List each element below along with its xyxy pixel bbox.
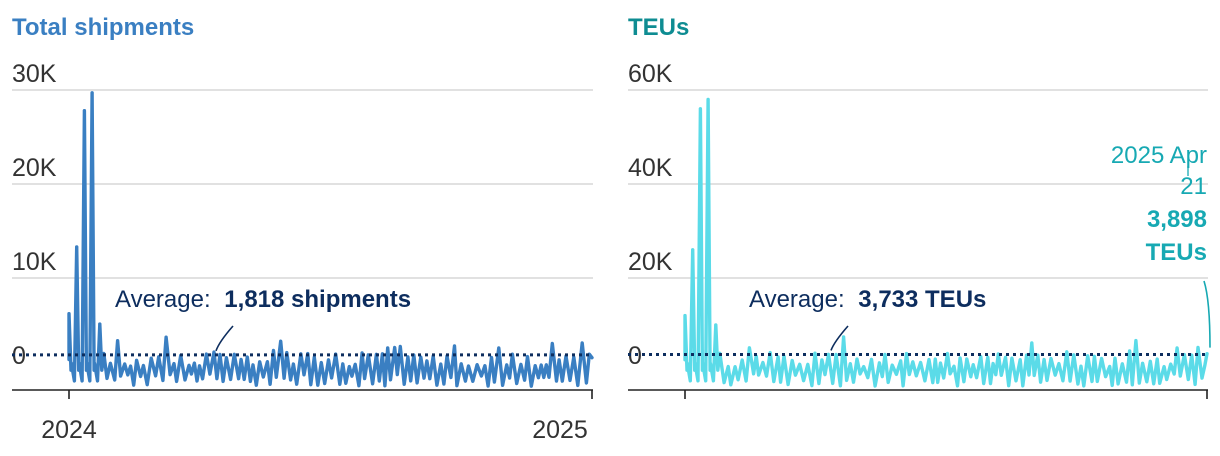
data-point: [90, 91, 94, 95]
annotation-date: 21: [1180, 173, 1207, 200]
x-tick-label: 2024: [41, 416, 97, 444]
series-line: [683, 97, 1209, 388]
data-point: [691, 248, 695, 252]
y-tick-label: 20K: [628, 248, 673, 276]
annotation-date: 2025 Apr: [1111, 142, 1207, 169]
average-value-label: 1,818 shipments: [224, 286, 411, 313]
annotation-unit: TEUs: [1146, 239, 1207, 266]
y-tick-label: 0: [12, 342, 26, 370]
annotation-value: 3,898: [1147, 206, 1207, 233]
data-point: [75, 245, 79, 249]
y-tick-label: 30K: [12, 60, 57, 88]
y-tick-label: 60K: [628, 60, 673, 88]
y-tick-label: 0: [628, 342, 642, 370]
data-point: [683, 314, 687, 318]
chart-title: Total shipments: [12, 14, 194, 41]
y-tick-label: 10K: [12, 248, 57, 276]
y-tick-label: 20K: [12, 154, 57, 182]
chart-panel-1: Total shipments 0 10K 20K 30K 2024 2025 Average…: [12, 14, 594, 444]
average-leader: [830, 325, 849, 351]
average-label-prefix: Average:: [115, 286, 217, 313]
average-leader: [215, 325, 234, 352]
x-tick-label: 2025: [532, 416, 588, 444]
average-label: Average: 1,818 shipments: [115, 286, 411, 313]
data-point: [714, 323, 718, 327]
average-label-prefix: Average:: [749, 286, 851, 313]
series-line: [67, 91, 594, 388]
annotation-leader: [1203, 280, 1211, 348]
chart-panel-2: TEUs 0 20K 40K 60K Average: 3,733 TEUs 2025 Ap…: [628, 14, 1211, 399]
data-point: [82, 109, 86, 113]
average-label: Average: 3,733 TEUs: [749, 286, 986, 313]
data-point: [98, 322, 102, 326]
y-tick-label: 40K: [628, 154, 673, 182]
data-point: [698, 107, 702, 111]
data-point: [706, 97, 710, 101]
average-value-label: 3,733 TEUs: [858, 286, 986, 313]
data-point: [67, 312, 71, 316]
chart-title: TEUs: [628, 14, 689, 41]
